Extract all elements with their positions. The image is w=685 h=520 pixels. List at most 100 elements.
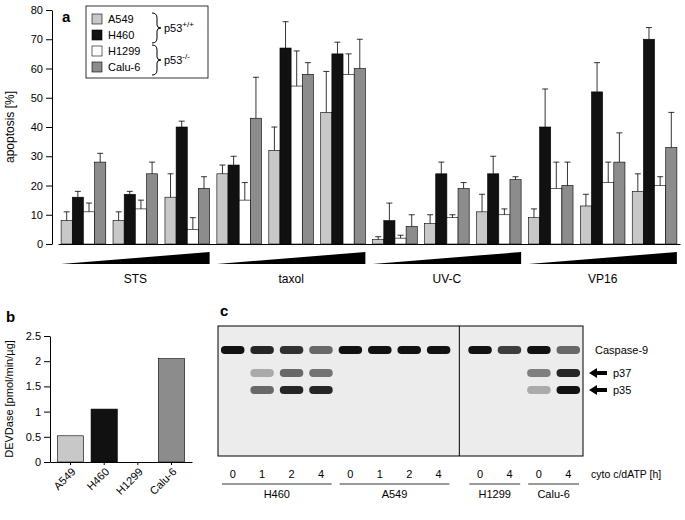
error-bar	[116, 212, 122, 221]
bar	[655, 186, 666, 245]
time-label: 1	[259, 468, 265, 480]
error-stem	[359, 39, 360, 68]
blot-band	[498, 369, 522, 377]
bar	[373, 240, 384, 244]
bar	[176, 127, 187, 244]
error-stem	[389, 203, 390, 221]
blot-band	[339, 369, 363, 377]
bar	[57, 436, 83, 462]
error-bar	[283, 22, 289, 48]
y-tick-label: 0.5	[26, 431, 41, 443]
y-tick-label: 1.5	[26, 380, 41, 392]
blot-band	[339, 346, 363, 354]
band-arrow	[589, 368, 607, 378]
y-axis: 00.511.522.5	[26, 330, 51, 468]
error-stem	[463, 183, 464, 189]
error-stem	[597, 63, 598, 92]
error-stem	[244, 183, 245, 201]
error-stem	[192, 218, 193, 230]
bar	[135, 209, 146, 244]
blot-band	[250, 369, 274, 377]
error-bar	[179, 121, 185, 127]
error-stem	[233, 156, 234, 165]
error-cap	[386, 203, 392, 204]
bar	[603, 183, 614, 244]
error-bar	[271, 127, 277, 150]
error-bar	[386, 203, 392, 221]
bar	[95, 162, 106, 244]
legend-label: Calu-6	[108, 61, 140, 73]
error-cap	[116, 211, 122, 212]
error-bar	[201, 177, 207, 189]
y-tick-label: 20	[31, 180, 43, 192]
bar	[458, 188, 469, 244]
bar	[499, 215, 510, 244]
error-cap	[75, 191, 81, 192]
error-cap	[513, 176, 519, 177]
legend-brace	[152, 13, 161, 43]
error-cap	[97, 153, 103, 154]
error-stem	[556, 162, 557, 188]
y-tick-label: 70	[31, 33, 43, 45]
error-bar	[409, 215, 415, 227]
y-tick: 60	[31, 63, 52, 75]
x-tick: A549	[51, 462, 78, 492]
error-cap	[605, 162, 611, 163]
error-stem	[671, 112, 672, 147]
error-stem	[307, 63, 308, 75]
y-tick: 0.5	[26, 431, 50, 443]
axis-line	[52, 11, 53, 245]
error-cap	[564, 162, 570, 163]
error-cap	[201, 176, 207, 177]
error-cap	[616, 132, 622, 133]
panel-c: c0124H4600124A54904H129904Calu-6Caspase-…	[218, 302, 661, 500]
time-label: 4	[436, 468, 442, 480]
time-label: 1	[377, 468, 383, 480]
legend-brace	[152, 45, 161, 75]
error-cap	[501, 208, 507, 209]
time-label: 0	[536, 468, 542, 480]
error-cap	[398, 235, 404, 236]
error-bar	[479, 194, 485, 212]
error-bar	[138, 200, 144, 209]
y-tick: 30	[31, 150, 52, 162]
bar	[406, 226, 417, 244]
time-label: 0	[347, 468, 353, 480]
error-cap	[149, 162, 155, 163]
error-stem	[637, 174, 638, 192]
error-stem	[204, 177, 205, 189]
x-tick: H460	[84, 462, 111, 492]
error-cap	[427, 214, 433, 215]
error-cap	[346, 53, 352, 54]
y-tick: 20	[31, 180, 52, 192]
x-tick-label: Calu-6	[147, 465, 178, 496]
error-cap	[542, 88, 548, 89]
error-bar	[449, 215, 455, 218]
bar	[250, 118, 261, 244]
y-tick: 40	[31, 121, 52, 133]
error-stem	[411, 215, 412, 227]
error-stem	[482, 194, 483, 212]
time-label: 2	[406, 468, 412, 480]
blot-band	[397, 386, 421, 394]
error-cap	[190, 217, 196, 218]
figure: 01020304050607080STStaxolUV-CVP16apoptos…	[0, 0, 685, 520]
bar	[614, 162, 625, 244]
group-underline	[222, 484, 332, 485]
bar	[395, 238, 406, 244]
y-tick-label: 60	[31, 63, 43, 75]
bar	[187, 229, 198, 244]
error-stem	[585, 194, 586, 206]
bars	[57, 359, 184, 462]
y-tick-mark	[44, 361, 50, 362]
bar	[269, 150, 280, 244]
x-tick-mark	[171, 462, 172, 465]
panel-b: 00.511.522.5A549H460H1299Calu-6DEVDase […	[3, 308, 193, 497]
x-tick: UV-C	[433, 244, 462, 286]
bar	[147, 174, 158, 244]
error-stem	[152, 162, 153, 174]
bar	[436, 174, 447, 244]
panel-a: 01020304050607080STStaxolUV-CVP16apoptos…	[3, 4, 681, 286]
y-tick: 2.5	[26, 330, 50, 342]
group-underline	[340, 484, 450, 485]
